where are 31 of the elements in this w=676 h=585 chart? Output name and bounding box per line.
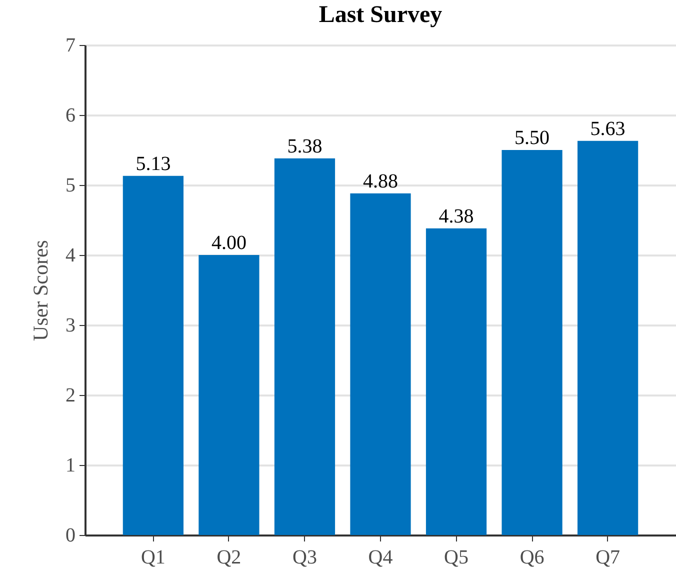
y-tick-label: 1 xyxy=(66,454,76,476)
x-tick-label: Q1 xyxy=(140,546,166,568)
bar xyxy=(578,140,638,535)
bar xyxy=(274,158,336,535)
data-label: 5.63 xyxy=(590,118,626,140)
chart-title: Last Survey xyxy=(318,2,442,28)
y-tick-label: 4 xyxy=(66,244,76,266)
bar xyxy=(502,150,562,535)
data-label: 5.13 xyxy=(136,152,171,175)
bar xyxy=(426,228,487,535)
y-tick-label: 0 xyxy=(66,524,76,546)
bar xyxy=(350,193,411,535)
y-axis-title: User Scores xyxy=(28,240,52,341)
y-tick-label: 3 xyxy=(66,314,76,336)
x-tick-label: Q6 xyxy=(520,546,544,568)
y-tick-label: 2 xyxy=(66,384,76,406)
data-label: 5.38 xyxy=(287,135,322,158)
y-tick-label: 6 xyxy=(66,104,76,126)
x-tick-label: Q5 xyxy=(444,546,468,568)
bar xyxy=(122,176,184,535)
x-tick-label: Q4 xyxy=(368,546,393,568)
x-tick-label: Q7 xyxy=(596,546,620,568)
data-label: 4.38 xyxy=(438,205,474,228)
data-label: 4.00 xyxy=(211,232,246,254)
y-tick-label: 5 xyxy=(66,174,76,196)
data-label: 5.50 xyxy=(514,127,550,149)
x-tick-label: Q3 xyxy=(292,546,317,568)
bar xyxy=(198,255,260,535)
y-tick-label: 7 xyxy=(66,34,76,56)
x-tick-label: Q2 xyxy=(216,546,242,568)
data-label: 4.88 xyxy=(363,170,398,192)
